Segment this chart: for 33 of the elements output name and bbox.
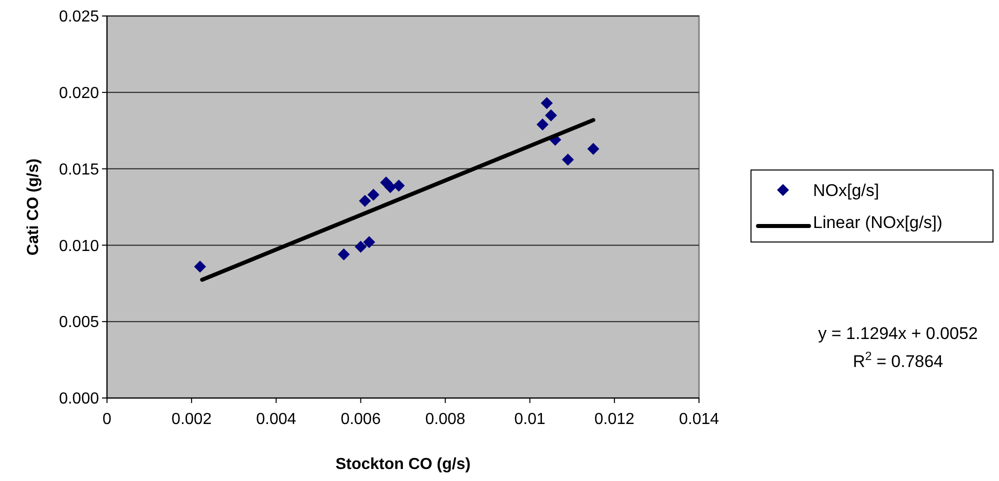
y-tick-label: 0.005 — [58, 314, 100, 332]
x-tick-label: 0.006 — [340, 411, 381, 428]
legend-label: NOx[g/s] — [813, 180, 880, 200]
y-tick-label: 0.010 — [58, 238, 100, 255]
point — [587, 142, 600, 155]
x-tick-label: 0 — [102, 411, 112, 428]
y-tick-label: 0.015 — [58, 161, 100, 178]
point — [338, 248, 350, 260]
point — [384, 181, 396, 194]
point — [354, 240, 367, 253]
x-tick-label: 0.004 — [256, 411, 296, 428]
x-tick-label: 0.012 — [594, 411, 635, 428]
text: y = 1.1294x + 0.0052 — [818, 324, 978, 343]
x-tick-label: 0.014 — [678, 411, 720, 428]
x-tick-label: 0.01 — [514, 411, 546, 428]
x-axis-title: Stockton CO (g/s) — [335, 456, 471, 473]
x-tick-label: 0.008 — [425, 411, 466, 428]
point — [194, 260, 206, 273]
point — [545, 109, 557, 122]
text: R$^{2}$ = 0.7864 — [852, 349, 944, 371]
y-axis-title: Cati CO (g/s) — [25, 158, 42, 256]
point — [392, 180, 405, 192]
x-tick-label: 0.002 — [172, 411, 212, 428]
y-tick-label: 0.000 — [58, 390, 100, 408]
point — [358, 194, 371, 207]
y-tick-label: 0.025 — [58, 8, 100, 26]
point — [536, 118, 549, 130]
point — [562, 154, 574, 166]
point — [540, 97, 553, 110]
legend-label: Linear (NOx[g/s]) — [813, 212, 942, 232]
point — [363, 236, 376, 248]
point — [367, 188, 380, 201]
y-tick-label: 0.020 — [58, 85, 100, 102]
